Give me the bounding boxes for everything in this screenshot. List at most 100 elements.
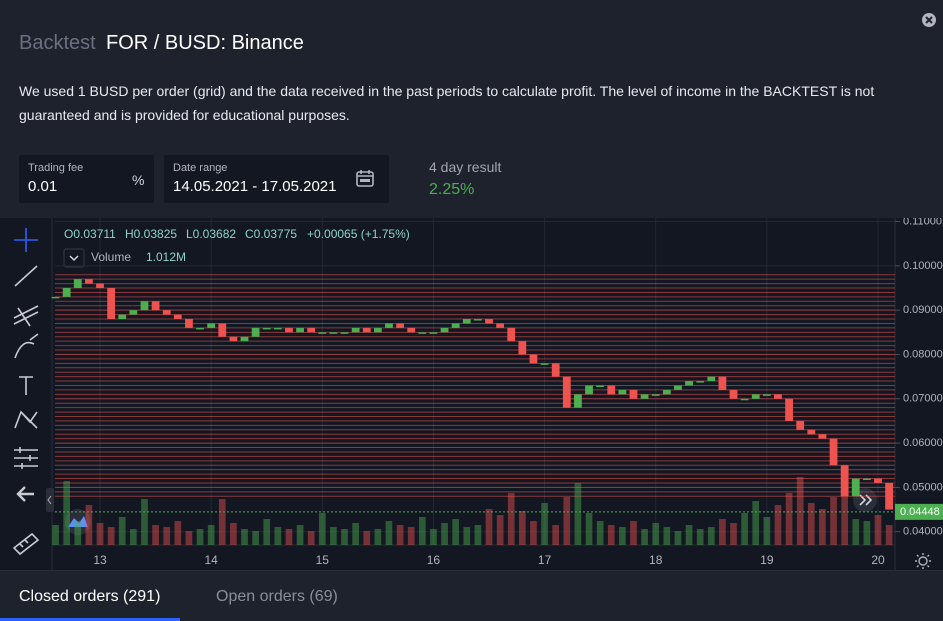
last-price-box (895, 503, 943, 520)
line-tool[interactable] (14, 265, 38, 287)
volume-bar (763, 517, 771, 545)
candle (96, 283, 104, 289)
candle (296, 327, 304, 333)
volume-bar (85, 505, 93, 545)
candle (418, 332, 427, 334)
candle (874, 478, 882, 483)
volume-bar (196, 529, 204, 545)
volume-bar (463, 527, 471, 545)
ohlc-legend: L0.03682 (186, 227, 236, 241)
candle (262, 327, 271, 330)
candle (118, 314, 127, 320)
candle (585, 385, 593, 395)
volume-bar (374, 529, 382, 545)
candle (662, 389, 671, 395)
back-tool[interactable] (16, 486, 34, 502)
candle (729, 389, 738, 399)
close-button[interactable] (921, 12, 937, 28)
last-price-label: 0.04448 (900, 506, 940, 518)
volume-bar (774, 505, 782, 545)
candle (629, 389, 638, 399)
tab[interactable]: Closed orders (291) (19, 588, 161, 605)
volume-bar (63, 481, 71, 545)
volume-bar (474, 525, 482, 545)
candle (407, 327, 416, 333)
crosshair-tool[interactable] (14, 228, 38, 252)
volume-bar (507, 493, 515, 545)
volume-bar (407, 527, 415, 545)
volume-bar (52, 525, 59, 545)
candle (885, 482, 893, 510)
fee-input[interactable]: Trading fee 0.01 % (19, 155, 154, 203)
volume-bar (307, 531, 315, 545)
candle (618, 389, 627, 395)
candle (85, 279, 93, 284)
volume-bar (541, 503, 548, 545)
candle (496, 323, 505, 328)
candle (540, 363, 549, 365)
text-tool[interactable] (19, 376, 33, 395)
volume-bar (330, 527, 337, 545)
x-tick-label: 20 (871, 553, 885, 567)
volume-bar (107, 527, 115, 545)
ohlc-legend: C0.03775 (245, 227, 297, 241)
candle (251, 327, 260, 337)
volume-bar (96, 523, 104, 545)
volume-bar (318, 513, 326, 545)
pattern-tool[interactable] (14, 410, 38, 429)
candle (473, 319, 482, 321)
volume-bar (185, 531, 193, 545)
volume-bar (674, 531, 682, 545)
candle (774, 394, 782, 399)
candle (62, 288, 71, 297)
candle (307, 327, 316, 333)
x-tick-label: 13 (93, 553, 107, 567)
fib-tool[interactable] (13, 305, 39, 327)
volume-bar (885, 525, 893, 545)
candle (518, 341, 527, 355)
candle (429, 332, 438, 334)
volume-bar (252, 531, 259, 545)
volume-bar (874, 515, 882, 545)
candle (762, 394, 771, 396)
candle (318, 332, 327, 334)
ruler-tool[interactable] (12, 532, 40, 556)
x-tick-label: 19 (760, 553, 774, 567)
candle (396, 323, 404, 328)
collapse-legend[interactable] (63, 248, 85, 268)
volume-bar (441, 523, 448, 545)
candle (785, 398, 793, 421)
candle (451, 323, 460, 328)
x-tick-label: 14 (204, 553, 218, 567)
settings-icon[interactable] (915, 553, 931, 569)
volume-bar (485, 509, 493, 545)
volume-bar (619, 527, 626, 545)
candle (685, 381, 693, 386)
calendar-icon[interactable] (355, 168, 375, 188)
candle (218, 323, 227, 337)
candle (373, 327, 382, 333)
ohlc-legend: H0.03825 (125, 227, 177, 241)
prediction-tool[interactable] (14, 447, 38, 469)
candle (674, 385, 682, 390)
x-tick-label: 15 (316, 553, 330, 567)
date-input[interactable]: Date range 14.05.2021 - 17.05.2021 (164, 155, 389, 203)
y-tick-label: 0.06000 (903, 437, 943, 449)
date-label: Date range (173, 162, 228, 174)
candle (485, 319, 493, 324)
volume-bar (830, 497, 837, 545)
candle (340, 332, 349, 334)
candle (362, 327, 371, 333)
candle (707, 376, 716, 382)
volume-bar (385, 521, 393, 545)
collapse-toolbar[interactable] (46, 488, 54, 512)
volume-bar (819, 509, 826, 545)
candle (840, 465, 849, 497)
brush-tool[interactable] (14, 333, 39, 359)
volume-bar (574, 483, 582, 545)
candle (196, 327, 204, 330)
candle (440, 327, 449, 333)
volume-bar (296, 525, 304, 545)
tab[interactable]: Open orders (69) (216, 588, 338, 605)
